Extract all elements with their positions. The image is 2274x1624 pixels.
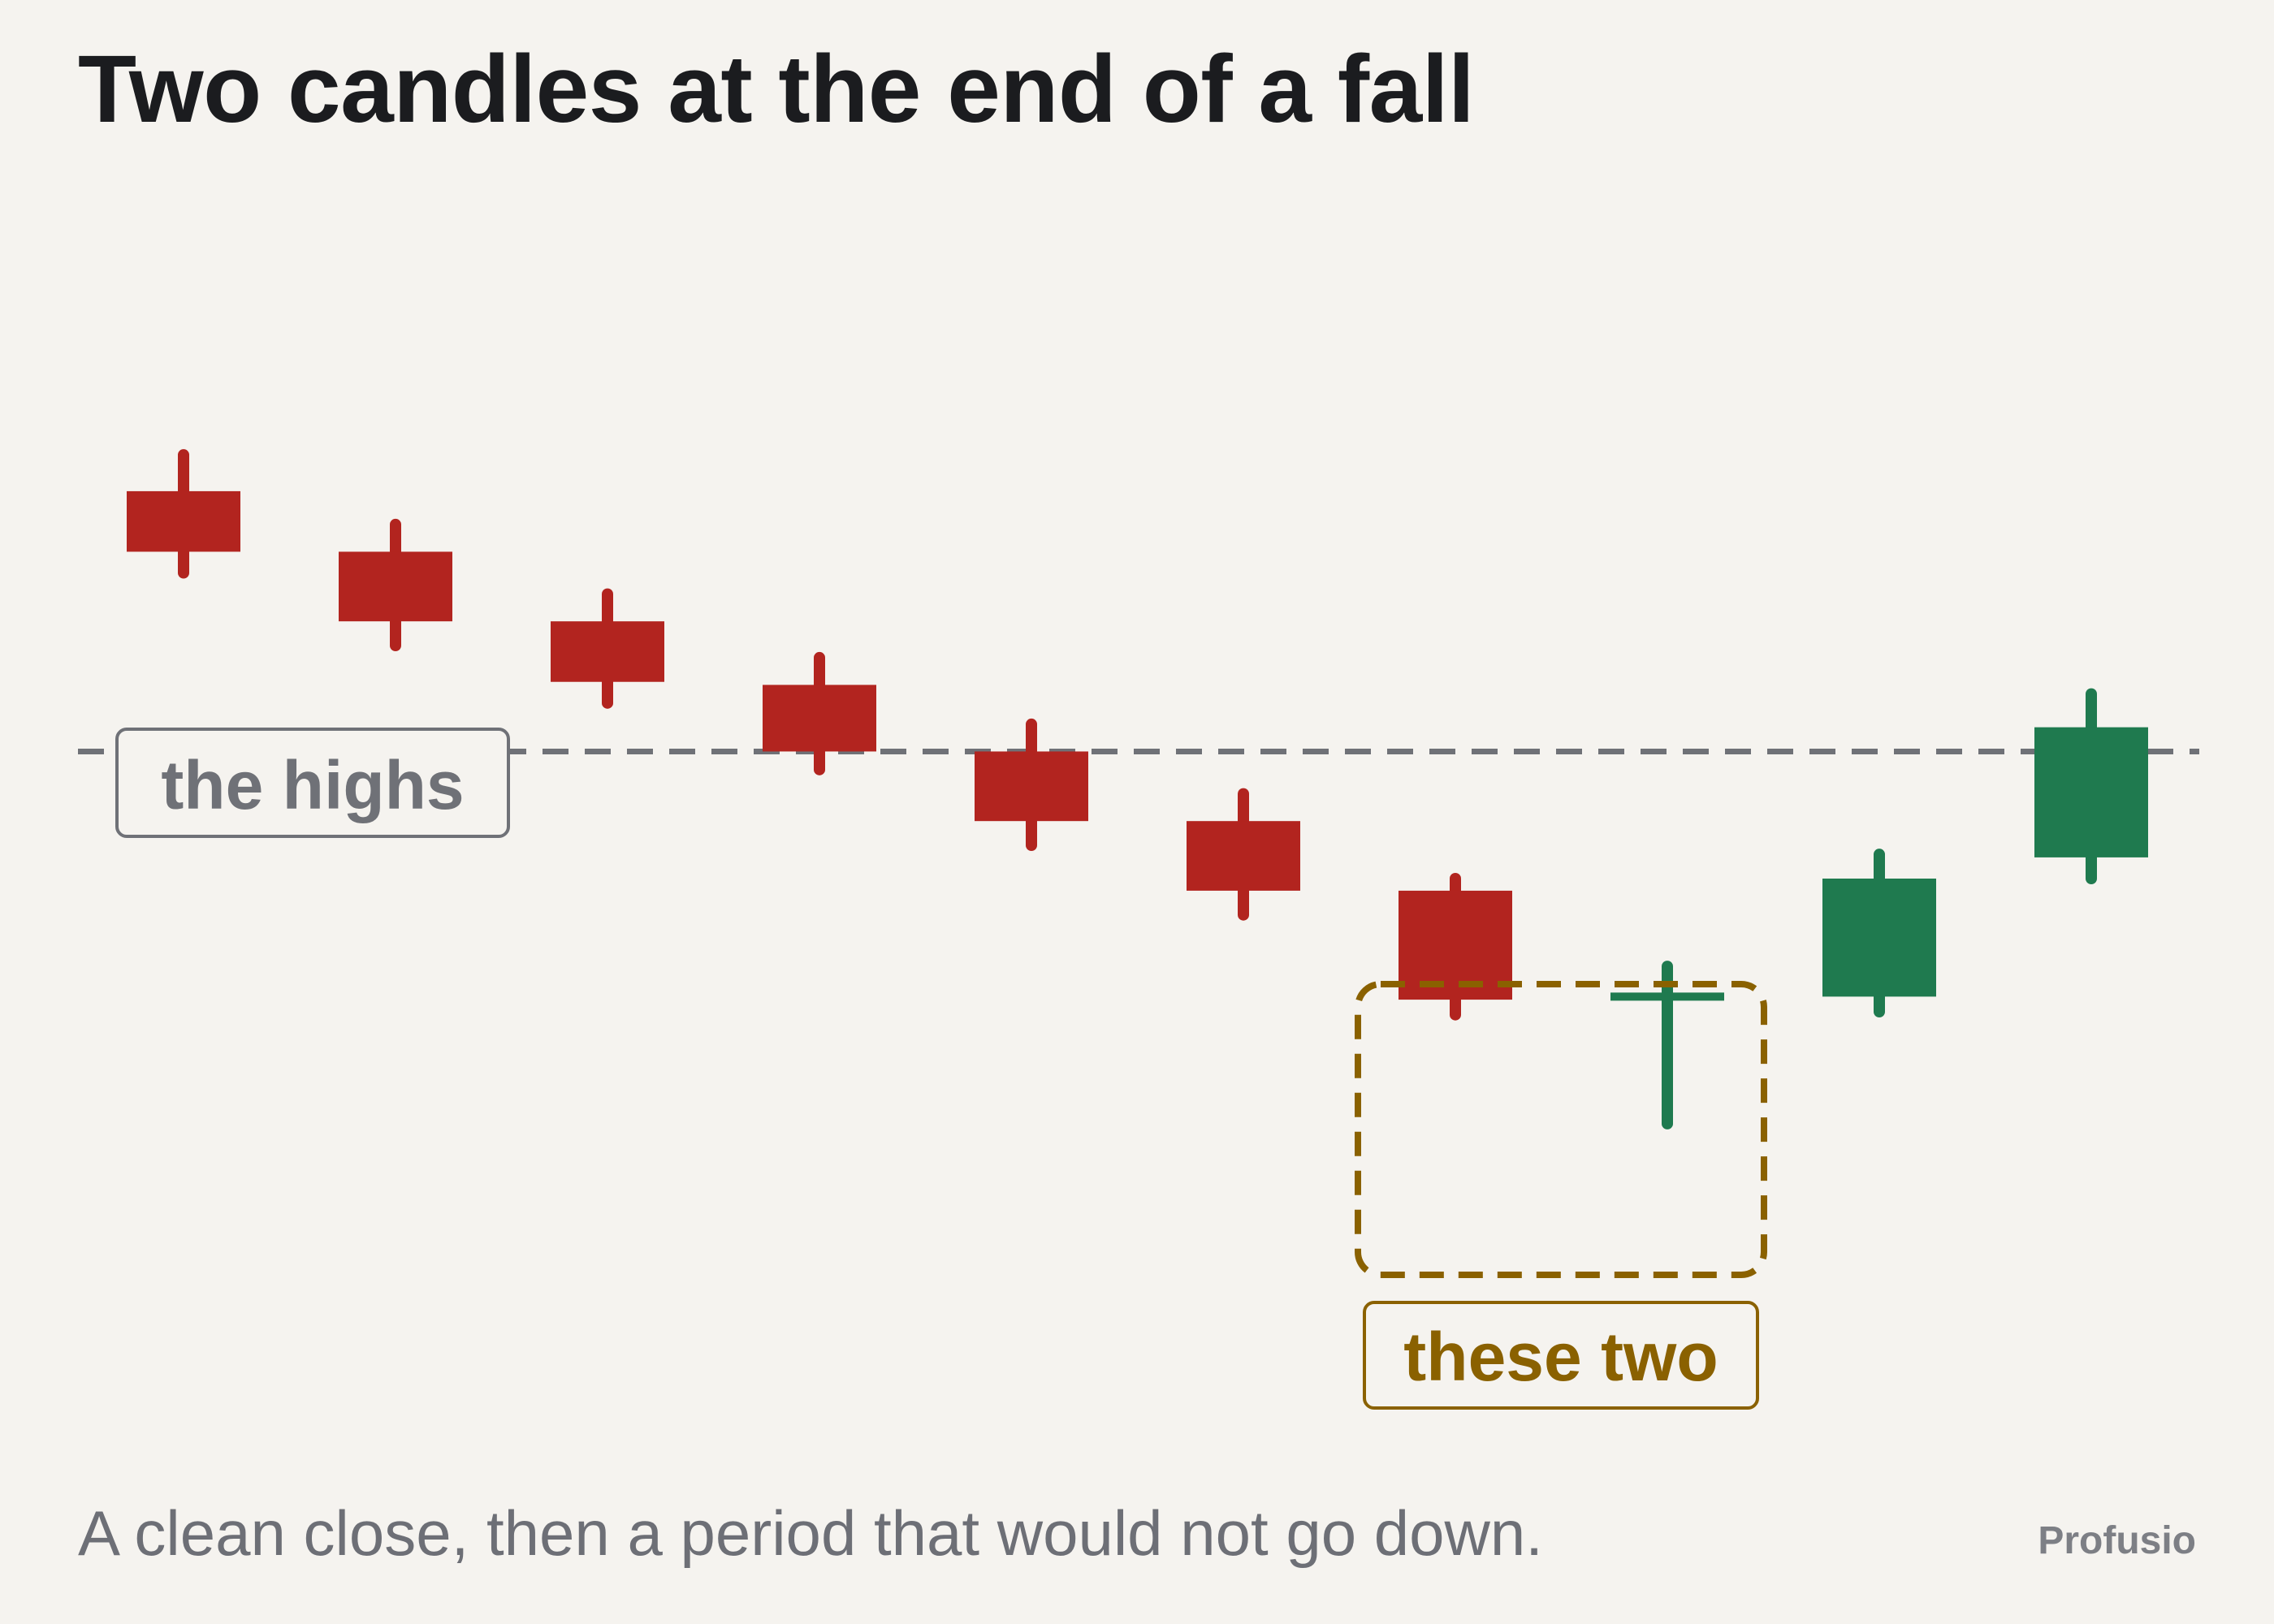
brand-logo-text: Profusio: [2038, 1519, 2196, 1562]
candle-10: [2034, 688, 2148, 884]
candle-body: [2034, 727, 2148, 857]
candle-body: [1187, 821, 1300, 891]
candle-body: [127, 490, 240, 552]
chart-title: Two candles at the end of a fall: [78, 36, 1475, 143]
candle-body: [763, 685, 876, 752]
candle-body: [975, 751, 1088, 822]
candle-9: [1822, 849, 1936, 1017]
highlight-dashed-box: [1355, 981, 1767, 1278]
annotation-label: these two: [1403, 1319, 1718, 1395]
candle-body: [339, 551, 452, 622]
candle-8: [1610, 961, 1724, 1129]
candle-5: [975, 718, 1088, 851]
annotation-these-two: these two: [1355, 981, 1767, 1410]
candle-7: [1399, 873, 1512, 1021]
candles-layer: [127, 449, 2148, 1129]
annotation-box: [115, 728, 510, 838]
candle-3: [551, 588, 664, 709]
annotation-label: the highs: [161, 747, 464, 823]
annotation-box: [1363, 1301, 1759, 1410]
candle-4: [763, 651, 876, 775]
candle-1: [127, 449, 240, 579]
candle-body: [1822, 879, 1936, 997]
candle-body: [1399, 890, 1512, 1000]
candle-2: [339, 518, 452, 651]
chart-caption: A clean close, then a period that would …: [78, 1497, 1543, 1569]
annotations-layer: the highs these two: [115, 728, 1767, 1410]
candle-body: [551, 621, 664, 682]
candle-6: [1187, 788, 1300, 921]
annotation-the-highs: the highs: [115, 728, 510, 838]
